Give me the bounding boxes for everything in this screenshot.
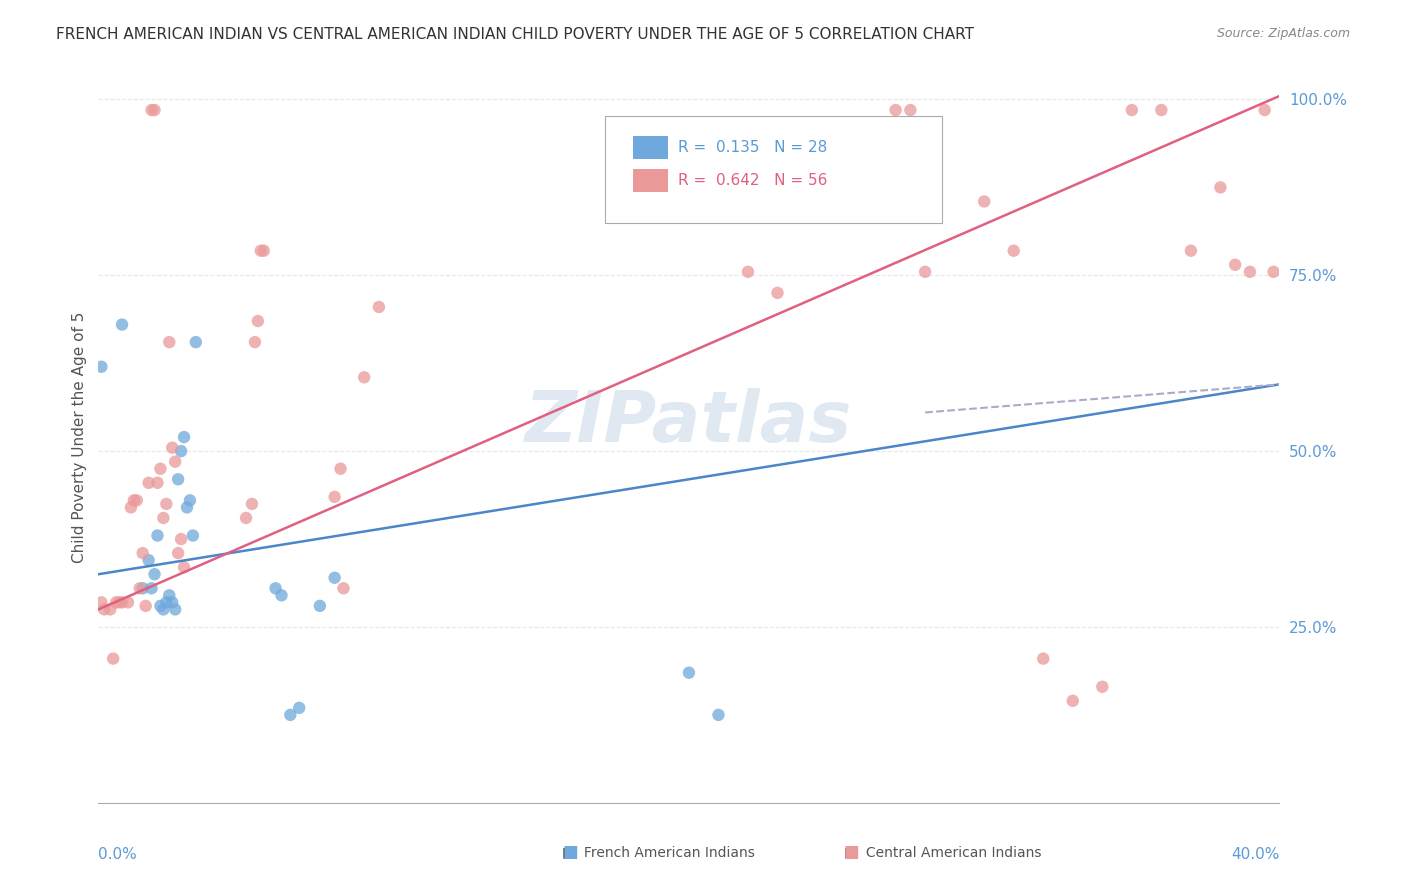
Point [141, 103, 163, 117]
Point [108, 595, 131, 609]
Point [143, 567, 166, 582]
Point [179, 493, 201, 508]
Point [1150, 103, 1173, 117]
Point [162, 441, 183, 455]
Point [125, 493, 148, 508]
Point [1032, 651, 1054, 665]
Point [120, 500, 142, 515]
Point [235, 511, 257, 525]
Point [141, 582, 163, 596]
Point [1002, 244, 1025, 258]
Point [176, 500, 198, 515]
Point [900, 103, 922, 117]
Point [111, 595, 134, 609]
Point [157, 335, 180, 350]
Point [167, 472, 190, 486]
Point [117, 595, 139, 609]
Point [184, 335, 207, 350]
Point [737, 265, 759, 279]
Point [332, 582, 354, 596]
Point [173, 560, 195, 574]
Point [353, 370, 375, 384]
Point [143, 103, 166, 117]
Point [1239, 265, 1261, 279]
Point [1180, 244, 1202, 258]
Y-axis label: Child Poverty Under the Age of 5: Child Poverty Under the Age of 5 [72, 311, 87, 563]
Point [246, 314, 269, 328]
Point [1263, 265, 1285, 279]
Point [329, 461, 352, 475]
Text: 0.0%: 0.0% [98, 847, 138, 862]
Point [170, 444, 193, 458]
Text: R =  0.135   N = 28: R = 0.135 N = 28 [678, 140, 827, 154]
Point [1209, 180, 1232, 194]
Text: ■  Central American Indians: ■ Central American Indians [844, 845, 1040, 859]
Point [162, 595, 183, 609]
Point [146, 528, 169, 542]
Point [98, 602, 121, 616]
Point [155, 595, 177, 609]
Text: R =  0.642   N = 56: R = 0.642 N = 56 [678, 173, 827, 187]
Point [152, 511, 174, 525]
Point [132, 546, 155, 560]
Point [93, 602, 115, 616]
Point [884, 103, 907, 117]
Point [1254, 103, 1277, 117]
Point [264, 582, 287, 596]
Point [914, 265, 936, 279]
Point [103, 651, 125, 665]
Text: ■: ■ [844, 843, 859, 861]
Point [138, 553, 160, 567]
Point [243, 335, 266, 350]
Point [90, 595, 112, 609]
Point [105, 595, 128, 609]
Point [167, 546, 190, 560]
Point [149, 461, 172, 475]
Point [152, 602, 174, 616]
Point [309, 599, 332, 613]
Text: ZIPatlas: ZIPatlas [526, 388, 852, 457]
Point [270, 588, 292, 602]
Point [323, 490, 346, 504]
Point [1225, 258, 1247, 272]
Point [1091, 680, 1114, 694]
Point [323, 571, 346, 585]
Point [111, 318, 134, 332]
Point [155, 497, 177, 511]
Point [253, 244, 276, 258]
Point [122, 493, 145, 508]
Point [250, 244, 273, 258]
Point [1121, 103, 1143, 117]
Text: FRENCH AMERICAN INDIAN VS CENTRAL AMERICAN INDIAN CHILD POVERTY UNDER THE AGE OF: FRENCH AMERICAN INDIAN VS CENTRAL AMERIC… [56, 27, 974, 42]
Point [288, 701, 311, 715]
Point [368, 300, 391, 314]
Point [146, 475, 169, 490]
Text: ■: ■ [562, 843, 578, 861]
Point [173, 430, 195, 444]
Text: 40.0%: 40.0% [1232, 847, 1279, 862]
Point [165, 602, 187, 616]
Point [157, 588, 180, 602]
Point [766, 285, 789, 300]
Point [240, 497, 263, 511]
Point [973, 194, 995, 209]
Point [132, 582, 155, 596]
Point [707, 707, 730, 722]
Point [149, 599, 172, 613]
Text: Source: ZipAtlas.com: Source: ZipAtlas.com [1216, 27, 1350, 40]
Point [181, 528, 204, 542]
Point [165, 455, 187, 469]
Point [1062, 694, 1084, 708]
Point [135, 599, 157, 613]
Point [170, 532, 193, 546]
Point [90, 359, 112, 374]
Point [678, 665, 700, 680]
Text: ■  French American Indians: ■ French American Indians [562, 845, 755, 859]
Point [138, 475, 160, 490]
Point [280, 707, 302, 722]
Point [128, 582, 150, 596]
